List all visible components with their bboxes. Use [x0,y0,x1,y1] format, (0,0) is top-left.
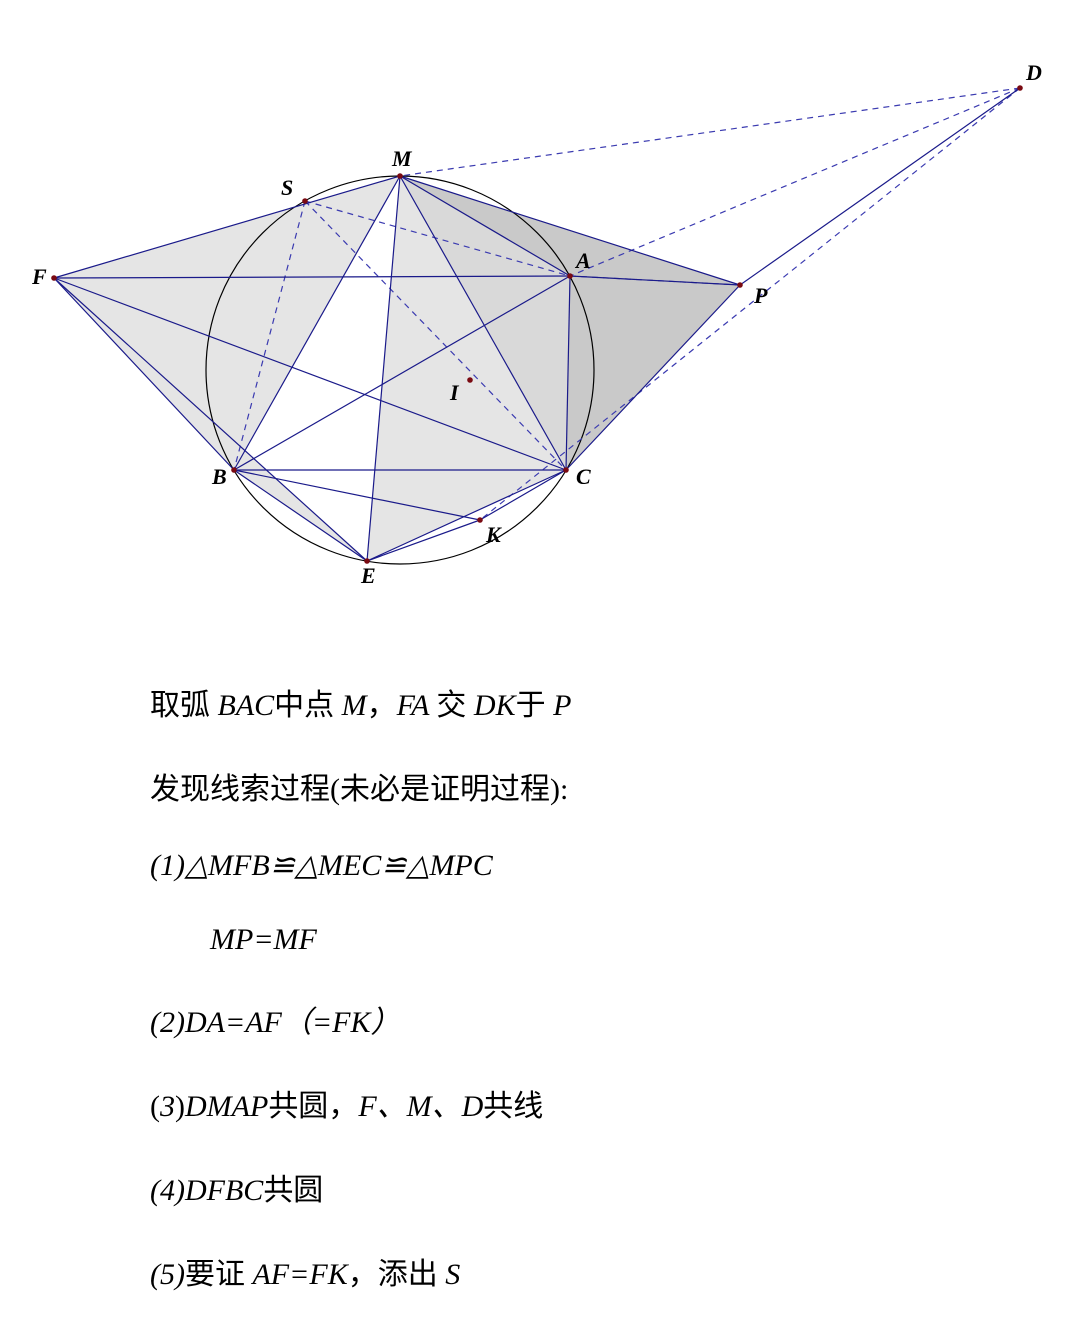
txt: 中点 [274,689,342,722]
txt: 取弧 [150,689,218,722]
point-label-A: A [574,248,591,273]
segment-dashed [400,88,1020,176]
txt-it: DFBC [185,1174,263,1207]
geometry-diagram: M S A F B C E K I D P [0,0,1080,640]
point-D [1017,85,1023,91]
point-F [51,275,57,281]
step-num: (4) [150,1174,185,1207]
txt: 交 [436,689,474,722]
txt-it: M [342,689,367,722]
point-label-K: K [485,522,502,547]
txt-it: AF=FK [252,1258,347,1291]
txt-it: FA [397,689,437,722]
txt: 于 [516,689,554,722]
segment-dashed [570,88,1020,276]
step-num: (1) [150,849,185,882]
step-num: (2) [150,1006,185,1039]
point-label-P: P [753,283,768,308]
txt-it: P [553,689,571,722]
point-K [477,517,483,523]
txt: ， [367,689,397,722]
step-1b: MP=MF [210,923,950,957]
point-label-M: M [391,146,413,171]
point-I [467,377,473,383]
step-num: (5) [150,1258,185,1291]
shaded-region [54,176,400,470]
step-num-close: ) [175,1090,185,1123]
txt: 共圆 [263,1174,323,1207]
point-label-D: D [1025,60,1042,85]
point-label-F: F [31,264,47,289]
point-label-S: S [281,175,293,200]
txt-it: S [445,1258,460,1291]
heading-line: 发现线索过程(未必是证明过程): [150,764,950,808]
step-num-open: ( [150,1090,160,1123]
txt: ，添出 [348,1258,446,1291]
txt-it: F、M、D [358,1090,483,1123]
step-2: (2)DA=AF（=FK） [150,997,950,1041]
txt: 共线 [483,1090,543,1123]
step-4: (4)DFBC共圆 [150,1165,950,1209]
heading-text: 发现线索过程(未必是证明过程): [150,773,568,806]
point-B [231,467,237,473]
point-label-B: B [211,464,227,489]
proof-text-block: 取弧 BAC中点 M，FA 交 DK于 P 发现线索过程(未必是证明过程): (… [150,680,950,1333]
construction-line: 取弧 BAC中点 M，FA 交 DK于 P [150,680,950,724]
shaded-region [566,276,740,470]
step-body: MP=MF [210,923,317,956]
segment-solid [740,88,1020,285]
step-3: (3)DMAP共圆，F、M、D共线 [150,1081,950,1125]
point-label-I: I [449,380,460,405]
point-label-E: E [360,563,376,588]
step-body: DA=AF（=FK） [185,1006,400,1039]
page-root: MSAFBCEKIDP 取弧 BAC中点 M，FA 交 DK于 P 发现线索过程… [0,0,1080,1326]
step-5: (5)要证 AF=FK，添出 S [150,1249,950,1293]
point-P [737,282,743,288]
point-A [567,273,573,279]
txt-it: DMAP [185,1090,268,1123]
txt-it: DK [474,689,516,722]
point-C [563,467,569,473]
point-S [302,198,308,204]
point-M [397,173,403,179]
txt: 共圆， [268,1090,358,1123]
step-body: △MFB≌△MEC≌△MPC [185,849,493,882]
txt-it: BAC [218,689,275,722]
step-num-it: 3 [160,1090,175,1123]
step-1: (1)△MFB≌△MEC≌△MPC [150,848,950,883]
txt: 要证 [185,1258,253,1291]
point-label-C: C [576,464,591,489]
